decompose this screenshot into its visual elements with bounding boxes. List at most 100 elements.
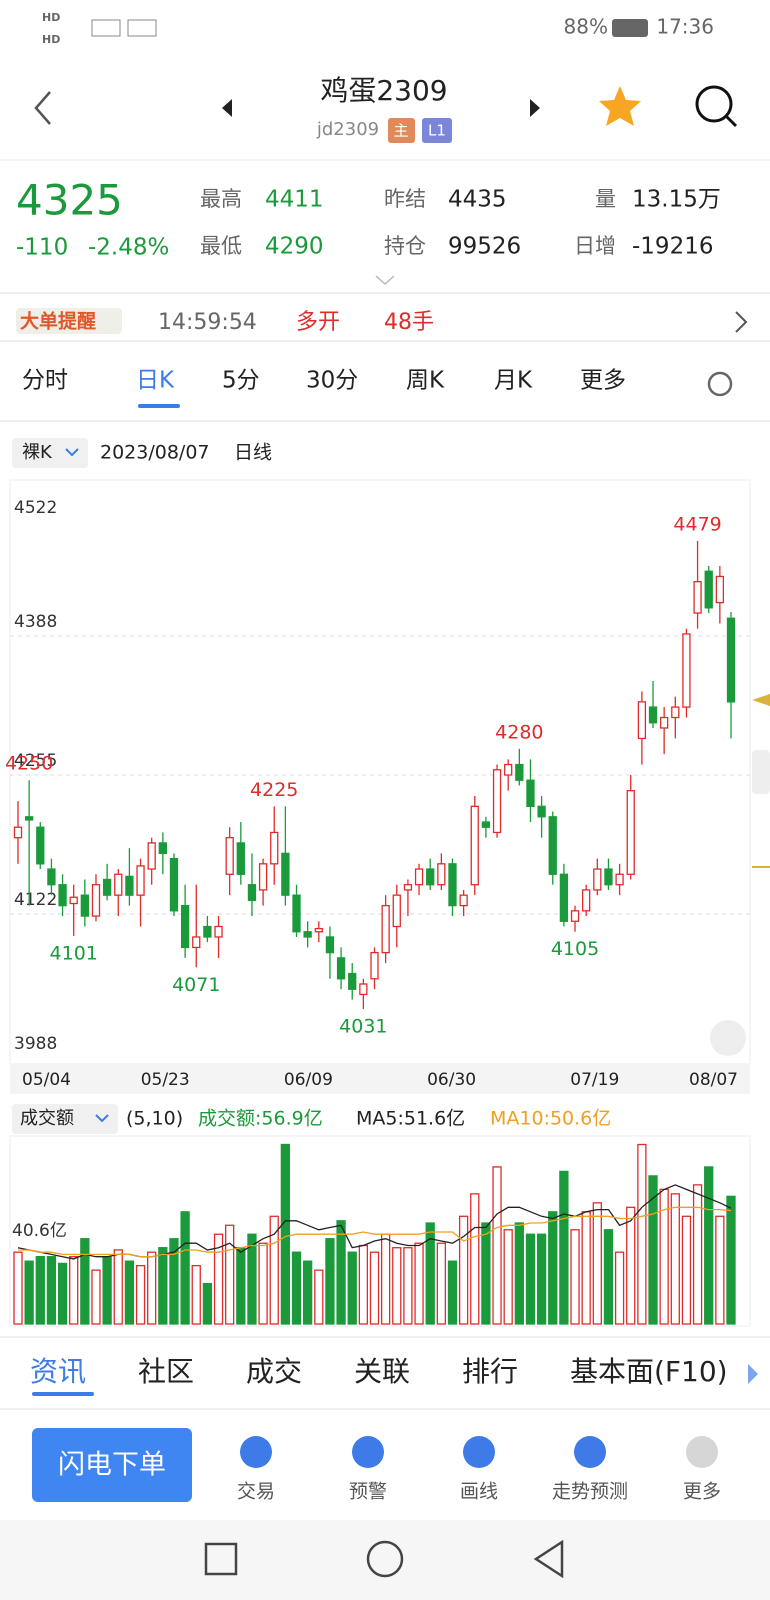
period-tab[interactable]: 30分 [306,368,358,394]
tool-icon[interactable] [352,1436,384,1468]
alert-qty: 48手 [384,310,434,335]
x-tick-label: 07/19 [570,1070,619,1090]
volume-bar [358,1244,369,1325]
candle-body [392,894,401,928]
volume-bar [80,1238,90,1325]
prev-button[interactable] [222,99,232,117]
volume-bar [57,1262,68,1325]
favorite-star[interactable] [599,86,641,126]
info-tab[interactable]: 社区 [138,1355,194,1388]
mode-select[interactable] [12,438,88,468]
volume-bar [503,1229,513,1325]
volume-bar [46,1256,57,1325]
tool-icon[interactable] [686,1436,718,1468]
search-button[interactable] [695,85,733,123]
info-tab[interactable]: 资讯 [30,1355,86,1388]
fullscreen-button[interactable] [710,1020,746,1056]
side-handle[interactable] [752,750,770,794]
volume-bar [603,1229,614,1325]
info-tab[interactable]: 排行 [462,1355,518,1388]
last-price: 4325 [16,176,123,225]
candle-body [136,865,145,896]
candle-body [292,894,301,933]
info-tab[interactable]: 基本面(F10) [570,1355,728,1388]
period-tab[interactable]: 5分 [222,368,260,394]
legend-ma10: MA10:50.6亿 [490,1108,611,1130]
high-label: 4225 [250,779,298,801]
volume-bar [225,1224,235,1325]
candle-body [58,884,67,907]
volume-bar [715,1215,725,1325]
badge [422,118,452,143]
divider [0,340,770,342]
ma-line [17,1184,732,1260]
candle-body [225,837,234,875]
volume-bar [180,1211,190,1325]
volume-bar [425,1222,435,1325]
candle-body [36,826,45,865]
x-tick-label: 08/07 [689,1070,738,1090]
volume-bar [380,1233,391,1325]
tool-icon[interactable] [240,1436,272,1468]
volume-bar [13,1251,23,1325]
high-label: 4250 [5,753,53,775]
battery-level: 88% [564,15,608,39]
y-tick-label: 4388 [14,612,57,632]
candle-body [604,868,613,886]
volume-bar [191,1265,201,1325]
volume-bar [69,1256,79,1325]
nav-home[interactable] [366,1540,404,1578]
info-tab[interactable]: 成交 [246,1355,302,1388]
volume-bar [102,1256,112,1325]
period-tab[interactable]: 月K [494,368,533,394]
volume-bar [414,1242,424,1325]
period-tab[interactable]: 周K [406,368,445,394]
nav-recent[interactable] [204,1542,238,1576]
candle-body [437,863,446,886]
volume-bar [247,1233,257,1325]
dropdown-arrow [95,1114,109,1123]
alert-more[interactable] [735,311,748,333]
period-tab[interactable]: 日K [136,368,175,394]
candle-body [370,951,379,980]
tool-label: 更多 [683,1481,721,1503]
volume-bar [303,1260,313,1325]
order-button[interactable] [32,1428,192,1502]
tool-icon[interactable] [574,1436,606,1468]
volume-bar [692,1184,703,1325]
x-tick-label: 06/30 [427,1070,476,1090]
volume-chart: 40.6亿 [12,1143,736,1325]
field-value: -19216 [632,234,713,260]
volume-bar [447,1260,458,1325]
candle-body [80,894,89,917]
volume-bar [726,1195,736,1325]
period-tab[interactable]: 分时 [22,368,68,394]
tool-icon[interactable] [463,1436,495,1468]
candle-body [626,790,635,875]
nav-back[interactable] [533,1539,564,1579]
candle-body [459,894,468,907]
toolbar: 交易 预警 画线 走势预测 更多 [237,1436,721,1503]
volume-bar [236,1247,246,1325]
next-button[interactable] [530,99,540,117]
indicator-select[interactable] [12,1104,118,1134]
volume-bar [158,1247,168,1325]
period-tab[interactable]: 更多 [580,368,626,394]
tabs-more[interactable] [748,1364,758,1384]
candle-body [660,716,669,729]
price-marker [752,694,770,706]
expand-arrow[interactable] [375,275,395,286]
candle-body [91,884,101,917]
info-tab[interactable]: 关联 [354,1355,410,1388]
order-button-text: 闪电下单 [58,1450,166,1481]
settings-button[interactable] [707,371,733,397]
candle-body [615,873,624,886]
alert-tag: 大单提醒 [20,310,96,333]
volume-bar [91,1269,101,1325]
candle-body [247,884,257,902]
contract-title: 鸡蛋2309 [320,74,447,107]
volume-bar [325,1238,335,1325]
candle-body [637,701,647,740]
back-button[interactable] [34,91,51,125]
